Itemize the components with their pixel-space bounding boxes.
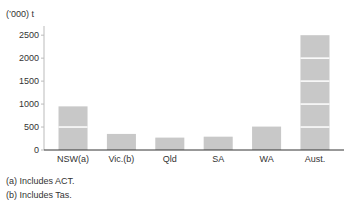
y-tick-label: 2000 xyxy=(19,53,39,63)
bar xyxy=(204,137,233,150)
segment-line xyxy=(300,57,329,59)
y-tick xyxy=(41,58,44,59)
y-tick xyxy=(41,104,44,105)
bars xyxy=(59,35,330,150)
y-tick-label: 500 xyxy=(24,122,39,132)
y-tick xyxy=(41,127,44,128)
footnotes: (a) Includes ACT. (b) Includes Tas. xyxy=(6,176,75,200)
y-tick-label: 0 xyxy=(34,145,39,155)
y-tick xyxy=(41,150,44,151)
y-tick-label: 1500 xyxy=(19,76,39,86)
y-tick-label: 1000 xyxy=(19,99,39,109)
footnote: (b) Includes Tas. xyxy=(6,190,72,200)
bar xyxy=(252,127,281,150)
bar xyxy=(155,138,184,150)
y-tick xyxy=(41,35,44,36)
bar xyxy=(59,106,88,150)
segment-line xyxy=(59,126,88,128)
bar xyxy=(300,35,329,150)
segment-line xyxy=(300,126,329,128)
x-tick-label: Vic.(b) xyxy=(108,154,134,164)
footnote: (a) Includes ACT. xyxy=(6,176,75,186)
x-tick-label: Aust. xyxy=(305,154,326,164)
x-tick-label: WA xyxy=(259,154,273,164)
chart-container: 0 500 1000 1500 2000 2500 NSW(a) Vic.(b) Qld SA WA… xyxy=(0,0,354,213)
y-axis-label: (’000) t xyxy=(6,9,35,19)
chart-svg: 0 500 1000 1500 2000 2500 NSW(a) Vic.(b) Qld SA WA… xyxy=(0,0,354,213)
bar xyxy=(107,134,136,150)
y-ticks: 0 500 1000 1500 2000 2500 xyxy=(19,30,44,155)
segment-line xyxy=(300,103,329,105)
x-tick-label: Qld xyxy=(163,154,177,164)
page: {"chart_data": {"type": "bar", "y_label"… xyxy=(0,0,354,213)
y-tick xyxy=(41,81,44,82)
y-tick-label: 2500 xyxy=(19,30,39,40)
y-axis-line xyxy=(44,26,45,150)
x-tick-label: SA xyxy=(212,154,224,164)
x-axis-line xyxy=(44,150,344,151)
x-tick-label: NSW(a) xyxy=(57,154,89,164)
x-tick-labels: NSW(a) Vic.(b) Qld SA WA Aust. xyxy=(57,154,325,164)
segment-line xyxy=(300,80,329,82)
